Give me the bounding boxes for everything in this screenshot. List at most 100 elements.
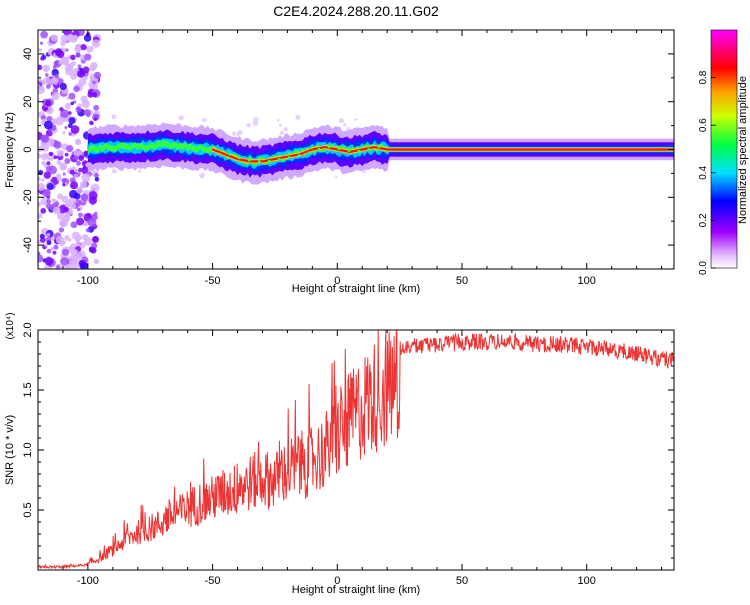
- faint-speck: [237, 129, 243, 136]
- noise-blob: [50, 247, 55, 251]
- noise-blob: [52, 206, 61, 215]
- spectrogram-y-tick-label: 20: [22, 96, 34, 108]
- noise-blob: [54, 74, 59, 79]
- spectrogram-y-tick-label: -40: [22, 237, 34, 253]
- noise-blob: [70, 101, 75, 106]
- noise-blob: [60, 109, 69, 119]
- noise-blob: [38, 202, 42, 207]
- noise-blob: [57, 212, 65, 220]
- noise-blob: [58, 227, 65, 233]
- snr-y-tick-label: 2.0: [22, 322, 34, 337]
- noise-blob: [88, 191, 98, 200]
- noise-blob: [60, 56, 70, 66]
- noise-blob: [90, 247, 97, 254]
- noise-blob: [91, 235, 99, 243]
- noise-blob: [75, 241, 81, 247]
- noise-blob: [53, 140, 62, 149]
- noise-blob: [73, 100, 77, 104]
- noise-blob: [38, 254, 44, 263]
- noise-blob: [51, 68, 59, 77]
- noise-blob: [55, 116, 64, 126]
- spectrogram-heatmap: [38, 30, 674, 269]
- spectrogram-y-tick-label: 40: [22, 48, 34, 60]
- noise-blob: [78, 212, 83, 218]
- noise-blob: [45, 73, 49, 77]
- noise-blob: [82, 222, 87, 227]
- noise-blob: [53, 155, 58, 160]
- noise-blob: [73, 173, 79, 179]
- spectrogram-y-ticks: -40 -20 0 20 40: [22, 29, 674, 270]
- noise-blob: [77, 207, 81, 212]
- noise-blob: [81, 173, 91, 183]
- noise-blob: [78, 167, 83, 172]
- noise-blob: [53, 81, 58, 86]
- noise-blob: [45, 129, 53, 137]
- noise-blob: [82, 66, 90, 74]
- colorbar-tick-label: 0.6: [698, 118, 709, 132]
- noise-blob: [75, 106, 82, 113]
- noise-blob: [42, 64, 51, 73]
- noise-blob: [62, 131, 66, 135]
- spectrogram-y-tick-label: 0: [22, 146, 34, 152]
- noise-blob: [87, 217, 97, 227]
- faint-speck: [137, 169, 142, 173]
- snr-x-label: Height of straight line (km): [292, 584, 420, 596]
- noise-blob: [93, 104, 100, 111]
- snr-multiplier: (x10⁴): [5, 312, 16, 339]
- noise-blob: [73, 155, 79, 161]
- noise-blob: [64, 158, 71, 165]
- noise-blob: [80, 44, 87, 51]
- noise-blob: [61, 177, 67, 183]
- ridge-cyan-band: [87, 138, 674, 169]
- faint-speck: [178, 115, 184, 121]
- noise-blob: [91, 242, 98, 249]
- noise-blob: [93, 117, 97, 121]
- noise-blob: [89, 120, 94, 125]
- colorbar-ticks: 0.0 0.2 0.4 0.6 0.8: [698, 70, 716, 275]
- noise-blob: [46, 84, 51, 89]
- figure-title: C2E4.2024.288.20.11.G02: [273, 3, 439, 19]
- faint-speck: [253, 116, 259, 123]
- noise-blob: [74, 46, 81, 53]
- noise-blob: [83, 34, 92, 42]
- noise-blob: [44, 257, 54, 266]
- noise-blob: [63, 206, 69, 213]
- faint-speck: [111, 168, 117, 174]
- noise-blob: [69, 202, 77, 210]
- noise-blob: [57, 193, 64, 200]
- noise-blob: [56, 159, 62, 165]
- noise-blob: [70, 221, 78, 229]
- noise-blob: [92, 91, 98, 98]
- colorbar-tick-label: 0.8: [698, 70, 709, 84]
- faint-speck: [362, 170, 366, 174]
- noise-blob: [55, 235, 65, 245]
- noise-blob: [38, 64, 43, 71]
- snr-x-ticks: -100 -50 0 50 100: [37, 330, 663, 587]
- noise-blob: [46, 161, 51, 166]
- spectrogram-x-tick-label: 100: [578, 275, 596, 287]
- spectrogram-x-tick-label: -50: [205, 275, 221, 287]
- noise-blob: [70, 181, 79, 190]
- spectrogram-x-tick-label: -100: [77, 275, 99, 287]
- faint-speck: [343, 123, 347, 127]
- noise-blob: [62, 172, 66, 176]
- noise-blob: [75, 52, 81, 57]
- noise-blob: [53, 244, 59, 250]
- snr-y-label: SNR (10 * v/v): [4, 415, 16, 485]
- noise-blob: [42, 188, 51, 198]
- noise-blob: [43, 171, 51, 179]
- noise-blob: [45, 203, 52, 210]
- spectrogram-panel: -100 -50 0 50 100 -40 -20 0 20 40 Height of stra…: [4, 29, 675, 295]
- noise-blob: [61, 165, 66, 169]
- noise-blob: [54, 201, 60, 207]
- snr-line: [38, 330, 674, 570]
- noise-blob: [38, 48, 42, 52]
- noise-blob: [57, 78, 64, 85]
- noise-blob: [64, 102, 72, 109]
- noise-blob: [79, 54, 86, 61]
- noise-blob: [93, 71, 102, 79]
- faint-speck: [111, 114, 117, 120]
- noise-blob: [81, 99, 90, 109]
- spectrogram-x-tick-label: 0: [334, 275, 340, 287]
